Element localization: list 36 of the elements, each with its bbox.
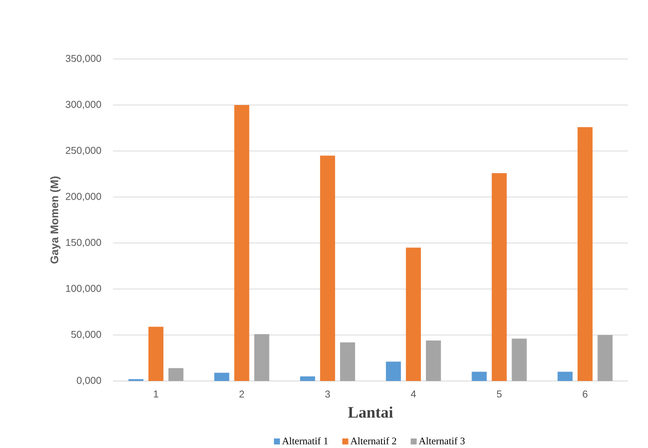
y-tick-label: 250,000 — [66, 146, 102, 156]
bar — [300, 376, 316, 381]
y-tick-label: 200,000 — [66, 192, 102, 202]
x-axis-title: Lantai — [348, 406, 393, 418]
x-tick-label: 1 — [154, 390, 158, 398]
x-tick-label: 3 — [325, 390, 330, 398]
y-tick-label: 100,000 — [66, 284, 102, 294]
bar — [598, 335, 613, 381]
bar — [386, 362, 401, 381]
bar — [148, 326, 164, 381]
bar — [254, 334, 270, 381]
legend-label: Alternatif 2 — [350, 437, 396, 444]
x-tick-label: 5 — [496, 390, 502, 398]
y-tick-label: 300,000 — [66, 100, 102, 110]
y-tick-label: 350,000 — [66, 54, 102, 64]
y-axis-title: Gaya Momen (M) — [50, 176, 60, 264]
x-tick-label: 2 — [239, 390, 244, 398]
legend-label: Alternatif 1 — [282, 437, 328, 444]
bar — [214, 372, 230, 381]
bar — [320, 156, 336, 381]
bar — [234, 105, 250, 381]
y-tick-label: 150,000 — [66, 238, 102, 248]
bar — [426, 340, 441, 381]
bar — [168, 368, 184, 381]
bar — [472, 372, 487, 381]
x-tick-label: 6 — [582, 390, 588, 398]
bar — [578, 127, 593, 381]
y-tick-label: 50,000 — [71, 330, 102, 340]
bar — [340, 342, 356, 381]
legend-label: Alternatif 3 — [418, 437, 465, 444]
bar — [406, 248, 421, 381]
x-tick-label: 4 — [410, 390, 416, 398]
bar — [512, 338, 527, 381]
bar — [492, 173, 507, 381]
bar — [558, 372, 573, 381]
y-tick-label: 0,000 — [76, 376, 102, 386]
